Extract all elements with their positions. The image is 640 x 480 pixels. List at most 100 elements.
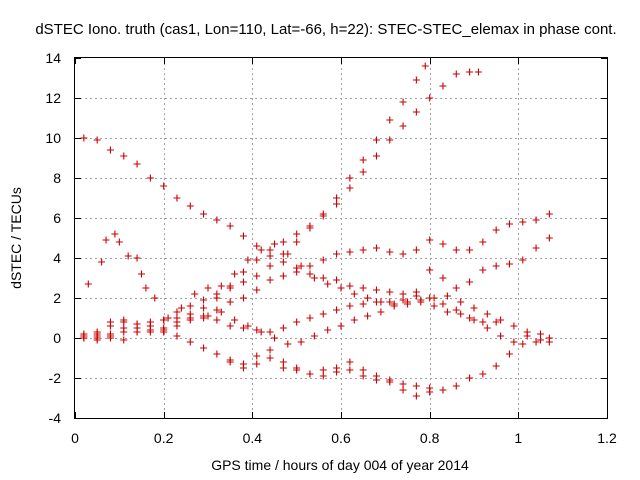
data-point [319, 366, 327, 374]
data-point [146, 326, 154, 334]
data-point [386, 116, 394, 124]
data-point [284, 340, 292, 348]
data-point [200, 344, 208, 352]
data-point [377, 308, 385, 316]
data-point [160, 316, 168, 324]
data-point [417, 296, 425, 304]
data-point [239, 294, 247, 302]
data-point [492, 318, 500, 326]
data-point [466, 374, 474, 382]
data-point [226, 298, 234, 306]
y-tick-label: 2 [53, 290, 61, 306]
data-point [386, 288, 394, 296]
data-point [293, 230, 301, 238]
y-tick-label: -2 [49, 370, 62, 386]
data-point [293, 318, 301, 326]
data-point [519, 218, 527, 226]
data-point [439, 300, 447, 308]
data-point [279, 324, 287, 332]
data-point [173, 322, 181, 330]
data-point [346, 366, 354, 374]
data-point [142, 284, 150, 292]
data-point [293, 364, 301, 372]
y-tick-label: 0 [53, 330, 61, 346]
data-point [266, 252, 274, 260]
data-point [319, 256, 327, 264]
data-point [510, 338, 518, 346]
data-point [346, 358, 354, 366]
data-point [319, 372, 327, 380]
series-track-h [164, 240, 553, 346]
data-point [505, 260, 513, 268]
data-point [474, 68, 482, 76]
data-point [439, 240, 447, 248]
data-point [226, 222, 234, 230]
data-point [545, 234, 553, 242]
data-point [213, 306, 221, 314]
x-axis-label: GPS time / hours of day 004 of year 2014 [211, 457, 469, 473]
data-point [310, 274, 318, 282]
data-point [479, 266, 487, 274]
data-point [186, 338, 194, 346]
y-tick-label: 14 [45, 50, 61, 66]
data-point [364, 294, 372, 302]
data-point [306, 314, 314, 322]
data-point [359, 246, 367, 254]
chart-title: dSTEC Iono. truth (cas1, Lon=110, Lat=-6… [35, 21, 616, 38]
data-point [266, 246, 274, 254]
data-point [319, 310, 327, 318]
data-point [213, 216, 221, 224]
data-point [306, 262, 314, 270]
data-point [138, 270, 145, 278]
data-point [120, 316, 128, 324]
data-point [372, 152, 380, 160]
y-tick-label: 8 [53, 170, 61, 186]
data-point [253, 352, 261, 360]
data-point [532, 338, 540, 346]
data-point [479, 370, 487, 378]
data-point [306, 270, 314, 278]
data-point [253, 286, 261, 294]
data-point [399, 296, 407, 304]
data-point [412, 76, 420, 84]
data-point [244, 322, 252, 330]
data-point [151, 294, 159, 302]
data-point [120, 152, 128, 160]
axis-ticks [75, 58, 608, 419]
data-point [213, 350, 221, 358]
y-tick-label: 10 [45, 130, 61, 146]
series-track-j [226, 346, 434, 400]
data-point [257, 246, 265, 254]
data-point [133, 160, 141, 168]
data-point [364, 312, 372, 320]
data-point [399, 380, 407, 388]
data-point [337, 322, 345, 330]
data-point [426, 266, 434, 274]
data-point [217, 308, 225, 316]
data-point [430, 294, 438, 302]
data-point [519, 340, 527, 348]
data-point [319, 210, 327, 218]
data-point [346, 248, 354, 256]
data-point [253, 272, 261, 280]
data-point [350, 290, 358, 298]
data-point [430, 302, 438, 310]
data-point [297, 338, 305, 346]
data-point [98, 258, 106, 266]
data-point [319, 274, 327, 282]
data-point [426, 94, 434, 102]
data-point [466, 314, 474, 322]
data-point [333, 368, 341, 376]
data-point [200, 304, 208, 312]
data-point [466, 246, 474, 254]
data-point [519, 256, 527, 264]
data-point [452, 382, 460, 390]
series-track-b [80, 68, 482, 338]
data-point [439, 386, 447, 394]
y-axis-label: dSTEC / TECUs [8, 187, 24, 289]
data-point [452, 284, 460, 292]
data-point [293, 268, 301, 276]
data-point [266, 262, 274, 270]
data-point [204, 284, 212, 292]
data-point [346, 174, 354, 182]
